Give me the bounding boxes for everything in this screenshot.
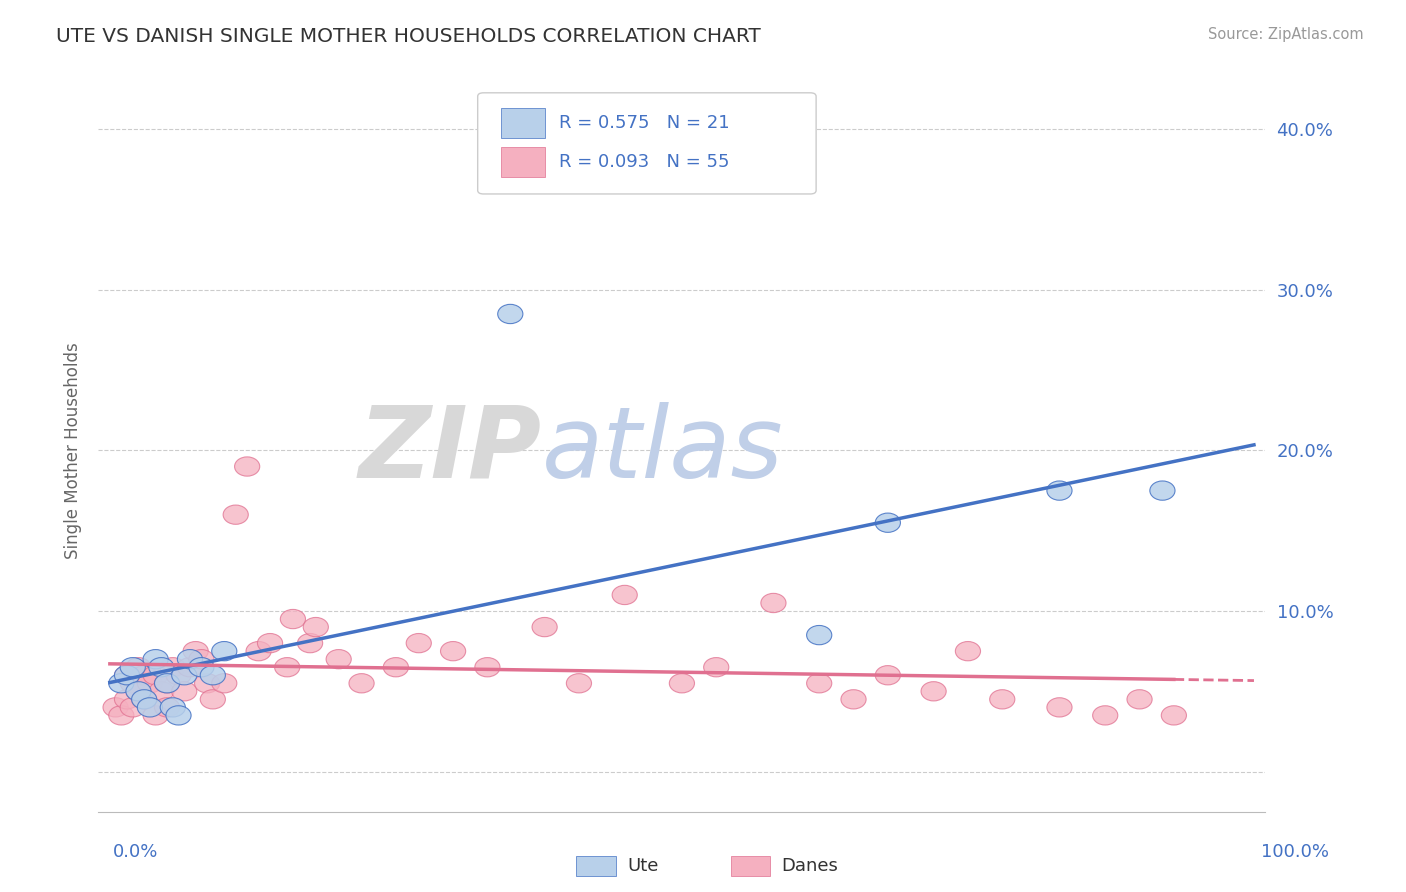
Ellipse shape [298, 633, 322, 653]
Ellipse shape [143, 649, 169, 669]
Ellipse shape [149, 657, 174, 677]
Ellipse shape [304, 617, 329, 637]
Ellipse shape [612, 585, 637, 605]
Ellipse shape [841, 690, 866, 709]
Ellipse shape [103, 698, 128, 717]
Ellipse shape [384, 657, 409, 677]
Ellipse shape [280, 609, 305, 629]
Ellipse shape [166, 706, 191, 725]
Ellipse shape [132, 690, 157, 709]
Text: ZIP: ZIP [359, 402, 541, 499]
Ellipse shape [224, 505, 249, 524]
Ellipse shape [1047, 481, 1071, 500]
Ellipse shape [703, 657, 728, 677]
Text: R = 0.093   N = 55: R = 0.093 N = 55 [560, 153, 730, 171]
Ellipse shape [160, 657, 186, 677]
Ellipse shape [172, 681, 197, 701]
Ellipse shape [127, 657, 150, 677]
Ellipse shape [120, 657, 145, 677]
Text: atlas: atlas [541, 402, 783, 499]
Ellipse shape [807, 673, 832, 693]
Ellipse shape [1161, 706, 1187, 725]
Ellipse shape [567, 673, 592, 693]
Ellipse shape [114, 690, 139, 709]
Ellipse shape [440, 641, 465, 661]
Ellipse shape [807, 625, 832, 645]
Ellipse shape [876, 665, 900, 685]
Ellipse shape [876, 513, 900, 533]
Ellipse shape [349, 673, 374, 693]
Ellipse shape [212, 673, 236, 693]
Ellipse shape [127, 681, 150, 701]
Ellipse shape [531, 617, 557, 637]
Text: Ute: Ute [627, 857, 658, 875]
Ellipse shape [761, 593, 786, 613]
Ellipse shape [200, 690, 225, 709]
Ellipse shape [274, 657, 299, 677]
Text: UTE VS DANISH SINGLE MOTHER HOUSEHOLDS CORRELATION CHART: UTE VS DANISH SINGLE MOTHER HOUSEHOLDS C… [56, 27, 761, 45]
Y-axis label: Single Mother Households: Single Mother Households [63, 343, 82, 558]
Text: 100.0%: 100.0% [1261, 843, 1329, 861]
Ellipse shape [114, 665, 139, 685]
Ellipse shape [120, 673, 145, 693]
Ellipse shape [143, 665, 169, 685]
Text: 0.0%: 0.0% [112, 843, 157, 861]
Ellipse shape [200, 665, 225, 685]
Ellipse shape [160, 698, 186, 717]
Text: Danes: Danes [782, 857, 838, 875]
Text: Source: ZipAtlas.com: Source: ZipAtlas.com [1208, 27, 1364, 42]
Ellipse shape [246, 641, 271, 661]
Ellipse shape [406, 633, 432, 653]
Ellipse shape [143, 706, 169, 725]
Ellipse shape [475, 657, 501, 677]
Ellipse shape [155, 698, 180, 717]
Ellipse shape [108, 706, 134, 725]
FancyBboxPatch shape [478, 93, 815, 194]
Ellipse shape [212, 641, 236, 661]
Ellipse shape [166, 665, 191, 685]
Ellipse shape [138, 673, 163, 693]
Ellipse shape [120, 698, 145, 717]
Ellipse shape [177, 657, 202, 677]
Ellipse shape [172, 665, 197, 685]
Ellipse shape [138, 698, 163, 717]
Ellipse shape [1150, 481, 1175, 500]
Ellipse shape [235, 457, 260, 476]
Ellipse shape [132, 690, 157, 709]
Ellipse shape [990, 690, 1015, 709]
Ellipse shape [108, 673, 134, 693]
Ellipse shape [183, 641, 208, 661]
FancyBboxPatch shape [501, 147, 546, 178]
Ellipse shape [921, 681, 946, 701]
Ellipse shape [1092, 706, 1118, 725]
Ellipse shape [1128, 690, 1152, 709]
Ellipse shape [669, 673, 695, 693]
Ellipse shape [1047, 698, 1071, 717]
Ellipse shape [194, 673, 219, 693]
Ellipse shape [177, 649, 202, 669]
Ellipse shape [955, 641, 980, 661]
Ellipse shape [498, 304, 523, 324]
Text: R = 0.575   N = 21: R = 0.575 N = 21 [560, 114, 730, 132]
Ellipse shape [188, 657, 214, 677]
Ellipse shape [149, 681, 174, 701]
Ellipse shape [132, 665, 157, 685]
Ellipse shape [155, 673, 180, 693]
Ellipse shape [326, 649, 352, 669]
Ellipse shape [257, 633, 283, 653]
FancyBboxPatch shape [501, 108, 546, 138]
Ellipse shape [155, 673, 180, 693]
Ellipse shape [114, 665, 139, 685]
Ellipse shape [127, 681, 150, 701]
Ellipse shape [188, 649, 214, 669]
